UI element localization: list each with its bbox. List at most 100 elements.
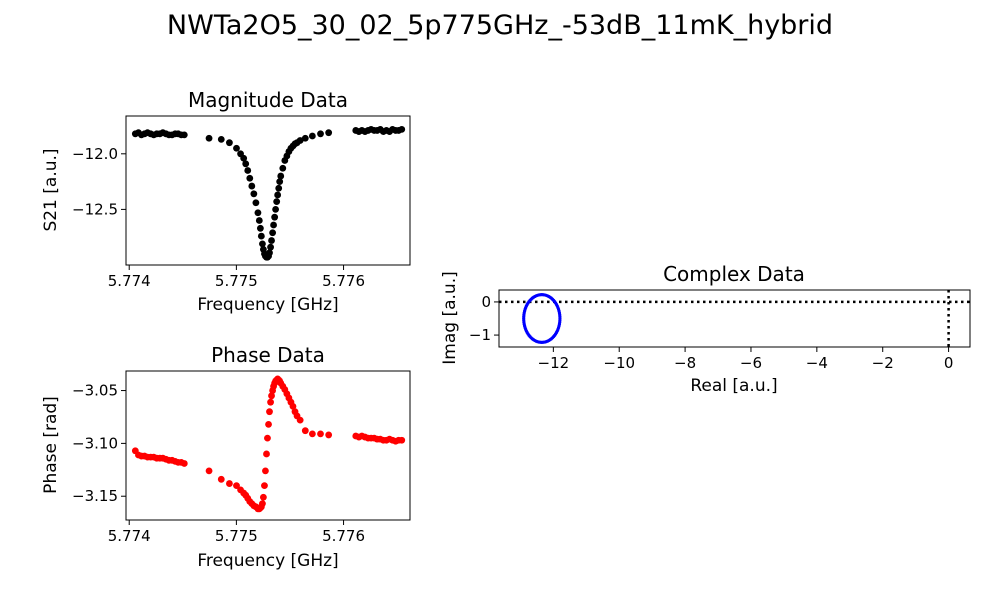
complex-panel: Complex Data −12 −10 −8 −6 −4 −2 0 0 −1 Real [a.… (440, 262, 971, 396)
data-point (262, 467, 269, 475)
data-point (250, 190, 258, 198)
data-point (242, 160, 250, 168)
data-point (257, 232, 265, 240)
data-point (301, 427, 309, 435)
data-point (558, 318, 562, 322)
data-point (268, 237, 275, 244)
phase-axes-frame (125, 370, 411, 521)
x-tick-label: 0 (944, 354, 954, 372)
data-point (248, 182, 256, 190)
figure-title: NWTa2O5_30_02_5p775GHz_-53dB_11mK_hybrid (167, 10, 833, 41)
data-point (273, 198, 281, 206)
magnitude-ylabel: S21 [a.u.] (41, 148, 61, 231)
data-point (226, 139, 233, 147)
data-point (272, 206, 280, 213)
data-point (268, 392, 275, 400)
x-tick-label: 5.774 (108, 272, 151, 290)
magnitude-axes-frame (125, 115, 411, 266)
complex-points (522, 293, 562, 344)
data-point (296, 137, 304, 144)
data-point (259, 500, 266, 508)
magnitude-xlabel: Frequency [GHz] (197, 295, 338, 315)
phase-ylabel: Phase [rad] (41, 396, 61, 494)
data-point (301, 134, 309, 142)
magnitude-panel: Magnitude Data 5.774 5.775 5.776 −12.0 −12.5… (41, 88, 411, 315)
data-point (180, 460, 188, 467)
x-tick-label: 5.776 (322, 272, 365, 290)
data-point (289, 403, 297, 410)
y-tick-label: −12.5 (72, 200, 118, 218)
x-tick-label: −12 (538, 354, 570, 372)
data-point (308, 430, 316, 438)
data-point (254, 209, 262, 217)
data-point (269, 229, 277, 237)
data-point (296, 416, 304, 424)
data-point (325, 431, 333, 439)
x-tick-label: −4 (806, 354, 828, 372)
data-point (226, 480, 233, 487)
data-point (256, 224, 264, 232)
complex-reference-lines (499, 290, 970, 347)
data-point (217, 135, 225, 143)
y-tick-label: −3.05 (72, 382, 118, 400)
x-tick-label: −10 (603, 354, 635, 372)
complex-ylabel: Imag [a.u.] (440, 271, 460, 364)
data-point (277, 172, 285, 180)
magnitude-ticks: 5.774 5.775 5.776 −12.0 −12.5 (72, 145, 365, 290)
complex-ticks: −12 −10 −8 −6 −4 −2 0 0 −1 (469, 293, 953, 372)
data-point (205, 467, 213, 475)
data-point (217, 475, 225, 483)
data-point (259, 493, 267, 501)
y-tick-label: 0 (481, 293, 491, 311)
phase-points (131, 375, 406, 513)
data-point (317, 430, 324, 438)
x-tick-label: −8 (674, 354, 696, 372)
data-point (263, 450, 270, 458)
complex-axes-frame (498, 289, 971, 348)
data-point (398, 125, 406, 133)
x-tick-label: 5.775 (215, 527, 258, 545)
data-point (398, 436, 406, 444)
x-tick-label: 5.775 (215, 272, 258, 290)
phase-panel: Phase Data 5.774 5.775 5.776 −3.05 −3.10 −3.1… (41, 343, 411, 571)
data-point (267, 398, 274, 406)
data-point (325, 129, 333, 137)
y-tick-label: −3.10 (72, 434, 118, 452)
data-point (275, 184, 283, 192)
data-point (259, 240, 266, 248)
data-point (266, 408, 273, 416)
data-point (265, 420, 272, 428)
data-point (233, 482, 240, 490)
complex-title: Complex Data (663, 262, 805, 286)
phase-xlabel: Frequency [GHz] (197, 551, 338, 571)
data-point (233, 144, 240, 152)
data-point (246, 174, 254, 182)
data-point (264, 434, 271, 442)
data-point (270, 221, 277, 229)
data-point (276, 178, 284, 186)
x-tick-label: 5.776 (322, 527, 365, 545)
complex-xlabel: Real [a.u.] (690, 376, 777, 396)
data-point (252, 199, 260, 207)
y-tick-label: −3.15 (72, 487, 118, 505)
x-tick-label: −2 (872, 354, 894, 372)
data-point (205, 134, 213, 142)
y-tick-label: −1 (469, 326, 491, 344)
y-tick-label: −12.0 (72, 145, 118, 163)
data-point (279, 164, 287, 172)
data-point (261, 482, 268, 490)
phase-title: Phase Data (211, 343, 325, 367)
data-point (274, 191, 282, 199)
data-point (244, 167, 252, 174)
data-point (180, 131, 188, 139)
x-tick-label: −6 (740, 354, 762, 372)
data-point (267, 243, 274, 251)
data-point (255, 217, 263, 224)
x-tick-label: 5.774 (108, 527, 151, 545)
data-point (271, 213, 279, 221)
data-point (308, 132, 316, 140)
magnitude-title: Magnitude Data (188, 88, 348, 112)
magnitude-points (131, 125, 406, 261)
data-point (240, 154, 248, 162)
